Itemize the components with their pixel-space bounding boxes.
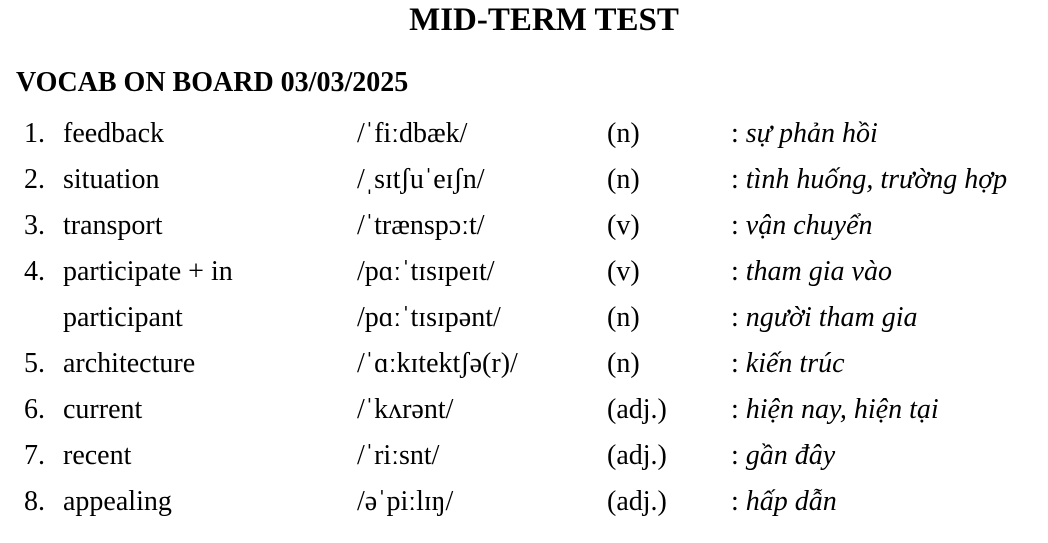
vocab-word: feedback xyxy=(63,118,165,149)
item-number: 6. xyxy=(24,394,45,425)
meaning: : người tham gia xyxy=(731,302,918,333)
meaning-text: kiến trúc xyxy=(745,348,845,379)
item-number: 7. xyxy=(24,440,45,471)
meaning-text: vận chuyển xyxy=(745,210,873,241)
meaning-text: gần đây xyxy=(745,440,836,471)
item-number: 2. xyxy=(24,164,45,195)
vocab-word: recent xyxy=(63,440,132,471)
part-of-speech: (v) xyxy=(607,256,640,287)
item-number: 8. xyxy=(24,486,45,517)
vocab-word: current xyxy=(63,394,143,425)
part-of-speech: (n) xyxy=(607,348,640,379)
meaning: : vận chuyển xyxy=(731,210,873,241)
meaning-text: tham gia vào xyxy=(745,256,892,287)
pronunciation: /ˈɑːkɪtektʃə(r)/ xyxy=(357,348,518,379)
part-of-speech: (n) xyxy=(607,302,640,333)
pronunciation: /əˈpiːlɪŋ/ xyxy=(357,486,454,517)
pronunciation: /ˈtrænspɔːt/ xyxy=(357,210,485,241)
part-of-speech: (adj.) xyxy=(607,394,667,425)
item-number: 5. xyxy=(24,348,45,379)
pronunciation: /ˌsɪtʃuˈeɪʃn/ xyxy=(357,164,485,195)
meaning: : gần đây xyxy=(731,440,836,471)
meaning: : kiến trúc xyxy=(731,348,845,379)
pronunciation: /ˈriːsnt/ xyxy=(357,440,440,471)
pronunciation: /pɑːˈtɪsɪpeɪt/ xyxy=(357,256,495,287)
meaning-text: người tham gia xyxy=(745,302,918,333)
section-heading: VOCAB ON BOARD 03/03/2025 xyxy=(16,67,409,98)
page-title: MID-TERM TEST xyxy=(409,2,679,38)
pronunciation: /ˈkʌrənt/ xyxy=(357,394,454,425)
meaning: : tham gia vào xyxy=(731,256,892,287)
meaning-text: hấp dẫn xyxy=(745,486,837,517)
part-of-speech: (v) xyxy=(607,210,640,241)
vocab-word: situation xyxy=(63,164,160,195)
meaning-text: sự phản hồi xyxy=(745,118,878,149)
pronunciation: /ˈfiːdbæk/ xyxy=(357,118,468,149)
meaning: : hấp dẫn xyxy=(731,486,837,517)
meaning: : sự phản hồi xyxy=(731,118,878,149)
meaning: : tình huống, trường hợp xyxy=(731,164,1008,195)
meaning-text: tình huống, trường hợp xyxy=(745,164,1008,195)
item-number: 4. xyxy=(24,256,45,287)
part-of-speech: (n) xyxy=(607,164,640,195)
part-of-speech: (adj.) xyxy=(607,486,667,517)
meaning: : hiện nay, hiện tại xyxy=(731,394,939,425)
vocab-word: architecture xyxy=(63,348,196,379)
item-number: 3. xyxy=(24,210,45,241)
part-of-speech: (n) xyxy=(607,118,640,149)
item-number: 1. xyxy=(24,118,45,149)
part-of-speech: (adj.) xyxy=(607,440,667,471)
pronunciation: /pɑːˈtɪsɪpənt/ xyxy=(357,302,501,333)
vocab-word: participate + in xyxy=(63,256,233,287)
vocab-word: appealing xyxy=(63,486,172,517)
meaning-text: hiện nay, hiện tại xyxy=(745,394,939,425)
vocab-word: participant xyxy=(63,302,183,333)
vocab-word: transport xyxy=(63,210,163,241)
